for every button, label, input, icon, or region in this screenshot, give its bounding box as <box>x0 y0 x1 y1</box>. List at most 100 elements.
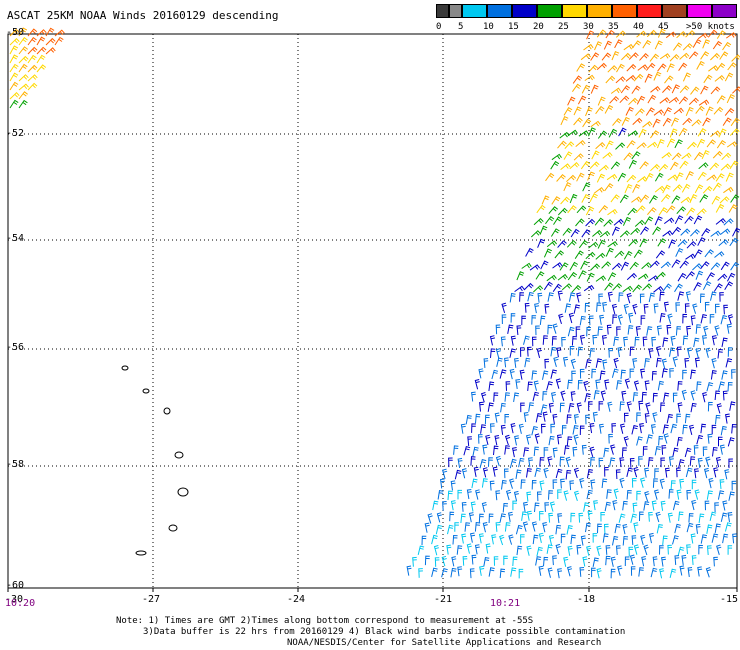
wind-barb <box>621 390 627 401</box>
wind-barb <box>427 513 433 524</box>
wind-barb <box>656 357 662 368</box>
wind-barb <box>417 545 425 556</box>
wind-barb <box>436 512 442 523</box>
wind-barb <box>572 446 578 457</box>
wind-barb <box>574 250 584 259</box>
wind-barb <box>660 457 665 468</box>
wind-barb <box>551 391 557 403</box>
legend-swatch <box>562 4 587 18</box>
wind-barb <box>688 513 694 523</box>
wind-barb <box>629 261 639 270</box>
wind-barb <box>732 227 740 237</box>
wind-barb <box>530 230 541 238</box>
wind-barb <box>524 302 530 313</box>
wind-barb <box>552 323 558 334</box>
wind-barb <box>548 512 554 523</box>
wind-barb <box>595 275 607 282</box>
wind-barb <box>711 335 717 346</box>
wind-barb <box>617 346 623 358</box>
wind-barb <box>510 423 516 434</box>
wind-barb <box>578 240 589 249</box>
wind-barb <box>700 293 705 304</box>
wind-barb <box>510 335 516 346</box>
wind-barb <box>605 555 611 566</box>
wind-barb <box>578 130 590 137</box>
wind-barb <box>627 130 639 137</box>
wind-barb <box>557 489 562 500</box>
wind-barb <box>633 73 644 82</box>
wind-barb <box>552 555 557 566</box>
wind-barb <box>658 163 669 172</box>
wind-barb <box>708 65 719 72</box>
wind-barb <box>539 480 545 491</box>
wind-barb <box>668 456 674 467</box>
wind-barb <box>618 513 626 523</box>
wind-barb <box>595 252 606 260</box>
wind-barb <box>690 402 697 413</box>
wind-barb <box>611 423 617 433</box>
wind-barb <box>652 478 658 488</box>
wind-barb <box>571 370 576 381</box>
wind-barb <box>500 402 506 413</box>
wind-barb <box>548 534 555 546</box>
wind-barb <box>550 160 560 170</box>
wind-barb <box>655 271 666 280</box>
wind-barb <box>552 479 558 490</box>
wind-barb <box>526 346 532 357</box>
wind-barb <box>640 315 646 325</box>
wind-barb <box>608 433 613 444</box>
wind-barb <box>678 127 688 137</box>
wind-barb <box>629 346 635 357</box>
wind-barb <box>449 511 455 522</box>
wind-barb <box>633 522 639 533</box>
wind-barb <box>464 522 471 532</box>
wind-barb <box>451 556 457 567</box>
wind-barb <box>542 370 549 380</box>
wind-barb <box>693 445 699 455</box>
wind-barb <box>615 76 626 84</box>
wind-barb <box>561 336 566 347</box>
wind-barb <box>725 413 730 424</box>
wind-barb <box>691 119 702 127</box>
wind-barb <box>671 195 681 204</box>
wind-barb <box>515 469 522 479</box>
wind-barb <box>577 346 583 357</box>
wind-barb <box>548 402 554 413</box>
wind-barb <box>585 218 596 227</box>
wind-barb <box>622 535 629 546</box>
wind-barb <box>696 434 704 445</box>
wind-barb <box>584 393 591 403</box>
wind-barb <box>542 335 548 345</box>
wind-barb <box>502 502 509 513</box>
wind-barb <box>610 194 620 203</box>
wind-barb <box>536 204 546 214</box>
wind-barb <box>466 489 472 500</box>
wind-barb <box>650 424 656 435</box>
wind-barb <box>663 301 669 312</box>
wind-barb <box>607 272 617 282</box>
wind-barb <box>700 314 708 324</box>
wind-barb <box>596 173 606 183</box>
wind-barb <box>591 150 600 160</box>
wind-barb <box>724 107 735 116</box>
wind-barb <box>725 358 733 368</box>
wind-barb <box>543 281 553 291</box>
wind-barb <box>9 54 19 64</box>
wind-barb <box>672 42 683 51</box>
wind-barb <box>431 534 438 545</box>
wind-barb <box>685 271 695 280</box>
wind-barb <box>715 217 726 225</box>
wind-barb <box>700 51 710 60</box>
wind-barb <box>521 262 532 269</box>
wind-barb <box>592 557 599 567</box>
wind-barb <box>435 524 443 535</box>
wind-barb <box>531 336 537 347</box>
wind-barb <box>695 347 701 359</box>
wind-barb <box>569 261 579 271</box>
wind-barb <box>723 186 734 194</box>
wind-barb <box>653 489 660 500</box>
wind-barb <box>702 185 713 194</box>
wind-barb <box>732 86 740 94</box>
wind-barb <box>685 467 693 478</box>
wind-barb <box>540 423 546 434</box>
